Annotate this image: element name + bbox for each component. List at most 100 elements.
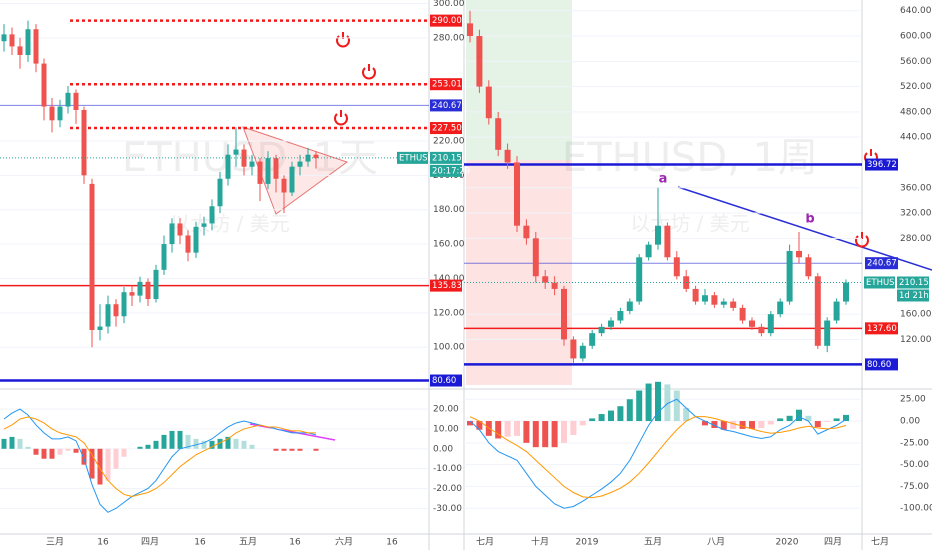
macd-histogram-bar [805,415,812,422]
x-tick-label: 五月 [644,537,662,548]
symbol-tag-label: ETHUSD [399,153,435,163]
macd-histogram-bar [702,421,708,426]
candle-body [805,257,812,277]
symbol-tag-label: ETHUSD [866,278,902,288]
price-tag [430,374,462,387]
candle-body [217,178,223,207]
macd-histogram-bar [313,448,319,451]
candle-body [193,226,199,253]
candle-body [739,307,746,321]
candle-body [49,106,55,121]
macd-histogram-bar [655,381,661,422]
countdown-label: 1d 21h [899,291,929,301]
macd-histogram-bar [153,440,159,449]
candle-body [177,223,183,236]
candle-body [561,288,567,340]
y-tick-label: -25.00 [900,438,929,448]
macd-histogram-bar [289,448,295,451]
macd-histogram-bar [730,421,737,429]
price-tag [430,99,462,112]
countdown-tag [430,164,462,177]
price-tag-label: 240.67 [432,101,462,111]
wave-label: b [805,212,814,227]
candle-body [664,225,671,258]
candle-body [89,183,95,330]
macd-histogram-bar [33,448,39,455]
y-tick-label: 140.00 [433,274,465,284]
x-tick-label: 八月 [707,537,725,548]
y-tick-label: 360.00 [900,183,932,193]
macd-histogram-bar [824,421,831,422]
macd-histogram-bar [97,448,103,485]
candle-body [113,304,119,317]
y-tick-label: 640.00 [900,6,932,16]
macd-histogram-bar [121,448,127,457]
price-tag-label: 137.60 [867,324,897,334]
price-tag [897,276,929,289]
candle-body [504,149,511,163]
macd-histogram-bar [273,448,279,451]
candle-body [551,282,558,289]
candle-body [257,161,263,184]
price-tag [430,279,462,292]
macd-histogram-bar [833,418,840,422]
price-tag [430,151,462,164]
candle-body [41,63,47,107]
macd-histogram-bar [626,399,633,422]
x-tick-label: 16 [97,538,109,548]
symbol-tag [397,151,428,164]
macd-histogram-bar [495,421,502,439]
candle-body [153,269,159,300]
candle-body [824,320,831,346]
macd-histogram-bar [636,390,643,422]
macd-histogram-bar [25,446,31,449]
candle-body [289,166,295,193]
macd-histogram-bar [514,421,520,436]
price-tag-label: 210.15 [432,153,462,163]
x-tick-label: 16 [194,538,206,548]
macd-histogram-bar [41,448,47,459]
macd-histogram-bar [177,430,183,449]
candle-body [313,154,319,159]
y-tick-label: 0.00 [900,417,920,427]
macd-histogram-bar [551,421,558,448]
y-tick-label: 0.00 [433,444,453,454]
macd-histogram-bar [49,448,55,459]
candle-body [786,250,793,302]
candle-body [105,304,111,327]
candle-body [201,223,207,227]
watermark-sub: 以太坊 / 美元 [170,212,289,236]
candle-body [758,326,765,334]
price-tag-label: 240.67 [867,259,897,269]
candle-body [617,311,624,321]
y-tick-label: 320.00 [900,209,932,219]
candle-body [814,276,821,346]
candle-body [297,161,303,167]
candle-body [81,110,87,176]
macd-histogram-bar [739,421,746,429]
candle-body [249,161,255,167]
macd-histogram-bar [598,414,605,422]
y-tick-label: -50.00 [900,460,929,470]
y-tick-label: 480.00 [900,107,932,117]
macd-histogram-bar [711,421,718,429]
macd-histogram-bar [65,448,71,451]
y-tick-label: 160.00 [433,240,465,250]
y-tick-label: 160.00 [900,310,932,320]
candle-body [25,29,31,55]
x-tick-label: 四月 [141,537,159,548]
macd-signal-line [3,416,316,497]
price-tag-label: 210.15 [899,278,929,288]
macd-histogram-bar [814,421,821,428]
macd-histogram-bar [504,421,511,437]
macd-histogram-bar [137,446,143,449]
y-tick-label: 120.00 [900,335,932,345]
macd-histogram-bar [796,409,802,422]
price-tag [430,122,462,135]
symbol-tag [864,276,895,289]
candle-body [121,292,127,317]
y-tick-label: 520.00 [900,82,932,92]
macd-histogram-bar [9,436,15,449]
candle-body [636,257,643,302]
macd-histogram-bar [233,438,239,449]
